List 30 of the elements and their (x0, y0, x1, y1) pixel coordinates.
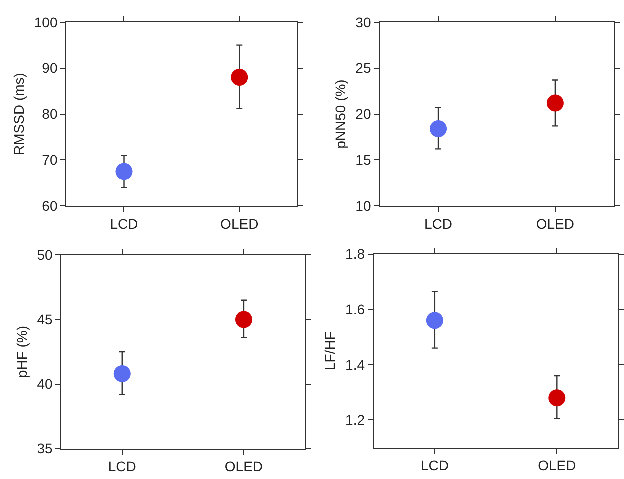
y-tick-label: 1.4 (346, 356, 366, 373)
x-tick-label: LCD (424, 216, 453, 232)
y-tick-label: 70 (42, 152, 58, 168)
y-axis-title: LF/HF (322, 332, 338, 371)
y-tick-label: 60 (42, 198, 58, 214)
y-tick-label: 1.8 (346, 246, 366, 262)
x-tick-label: OLED (220, 216, 259, 232)
y-tick-label: 100 (34, 14, 58, 30)
y-tick-label: 1.2 (346, 412, 366, 428)
y-tick-label: 35 (37, 440, 53, 457)
y-tick-label: 45 (37, 312, 53, 328)
y-tick-label: 30 (356, 14, 372, 30)
y-tick-label: 15 (356, 152, 372, 168)
y-axis-title: RMSSD (ms) (10, 73, 27, 156)
y-tick-label: 90 (42, 60, 58, 76)
x-tick-label: OLED (538, 458, 576, 474)
y-axis-title: pHF (%) (14, 326, 30, 378)
x-tick-label: LCD (420, 458, 449, 474)
x-tick-label: LCD (108, 458, 136, 475)
y-tick-label: 20 (356, 106, 372, 122)
y-axis-title: pNN50 (%) (332, 80, 348, 149)
y-tick-label: 25 (356, 60, 372, 76)
y-tick-label: 50 (37, 247, 53, 264)
x-tick-label: LCD (110, 216, 138, 232)
y-tick-label: 40 (37, 376, 53, 392)
y-tick-label: 1.6 (346, 302, 366, 318)
x-tick-label: OLED (536, 216, 575, 232)
x-tick-label: OLED (224, 458, 264, 475)
y-tick-label: 10 (356, 198, 372, 214)
y-tick-label: 80 (42, 106, 58, 122)
